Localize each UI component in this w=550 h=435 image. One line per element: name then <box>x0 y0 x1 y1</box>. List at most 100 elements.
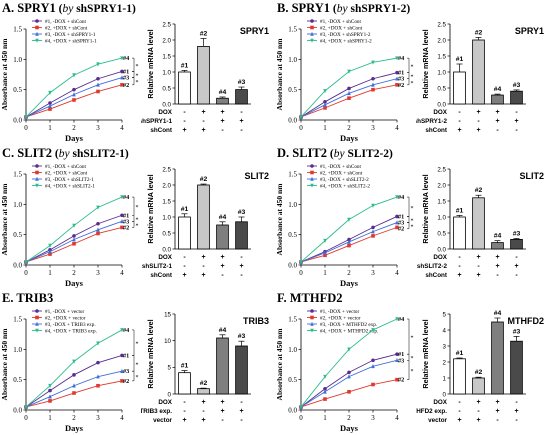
condition-row-label: shCont <box>425 272 448 279</box>
condition-cell: + <box>239 118 243 125</box>
series-4-point <box>96 341 100 346</box>
legend-label: #2, +DOX + vector <box>45 316 86 322</box>
series-1-point <box>96 360 100 365</box>
panel-gene: MTHFD2 <box>289 291 343 305</box>
panel-letter: E. <box>2 291 17 305</box>
y-tick-label: 1.0 <box>162 214 171 221</box>
series-3-point <box>347 91 351 96</box>
y-axis-label: Absorbance at 450 nm <box>275 38 284 111</box>
condition-cell: - <box>221 127 224 134</box>
bar-3 <box>216 97 229 105</box>
y-tick-label: 0.0 <box>288 117 297 125</box>
condition-cell: - <box>202 408 205 415</box>
series-3-point <box>96 374 100 379</box>
condition-cell: - <box>496 127 499 134</box>
growth-curve-chart: 0 1 2 3 4 0.0 0.5 1.0 1.5 Days Absorbance at 450 n… <box>0 309 139 433</box>
condition-cell: + <box>220 263 224 270</box>
condition-row-label: DOX <box>433 399 447 406</box>
series-4-point <box>310 38 314 43</box>
series-4-point <box>72 73 76 78</box>
y-tick-label: 1.5 <box>13 316 22 324</box>
condition-row-label: shCont <box>150 127 173 134</box>
series-end-label: #4 <box>123 327 129 334</box>
series-4-point <box>24 115 28 120</box>
bar-4 <box>510 239 523 250</box>
legend-marker <box>310 38 314 43</box>
y-tick-label: 3 <box>443 343 447 350</box>
legend-label: #1, -DOX + shCont <box>45 164 87 170</box>
series-4-point <box>48 383 52 389</box>
legend-label: #1, -DOX + vector <box>45 309 85 315</box>
series-2-point <box>347 243 351 248</box>
series-4-point <box>48 90 52 95</box>
panel-subtitle-by: by <box>58 148 70 160</box>
condition-cell: - <box>458 263 461 270</box>
y-tick-label: 5 <box>168 365 172 372</box>
condition-cell: + <box>201 254 205 261</box>
mrna-bar-chart: 0.0 0.5 1.0 1.5 2.0 2.5 SLIT2 Relative mRNA lev… <box>142 166 269 279</box>
series-end-label: #4 <box>398 55 404 62</box>
y-tick-label: 0.5 <box>288 86 297 94</box>
x-tick-label: 4 <box>120 124 124 132</box>
legend-label: #3, -DOX + shSPRY1-1 <box>45 32 96 38</box>
series-2-point <box>72 241 76 246</box>
x-axis-label: Days <box>340 423 359 433</box>
condition-cell: + <box>476 417 480 424</box>
series-4-point <box>35 38 39 43</box>
condition-cell: + <box>220 254 224 261</box>
significance-star: * <box>136 217 139 223</box>
series-4-point <box>120 195 124 200</box>
legend-label: #2, +DOX + shCont <box>320 171 363 177</box>
significance-bracket <box>132 57 135 72</box>
x-tick-label: 3 <box>371 414 375 422</box>
series-3-point <box>72 237 76 242</box>
series-2-point <box>395 83 399 87</box>
series-end-label: #3 <box>123 75 129 82</box>
series-2-point <box>310 170 314 175</box>
bar-label: #4 <box>494 86 502 93</box>
series-4-point <box>371 328 375 333</box>
legend-label: #2, +DOX + shCont <box>45 26 88 32</box>
condition-cell: - <box>477 118 480 125</box>
condition-cell: - <box>458 109 461 116</box>
series-end-label: #2 <box>398 377 404 384</box>
growth-curve-chart: 0 1 2 3 4 0.0 0.5 1.0 1.5 Days Absorbance at 450 n… <box>275 19 414 143</box>
condition-cell: - <box>515 127 518 134</box>
significance-star: * <box>136 362 139 368</box>
bar-2 <box>472 377 485 395</box>
bar-2 <box>472 197 485 250</box>
x-axis-label: Days <box>65 278 84 288</box>
series-3-point <box>323 102 327 107</box>
legend-marker <box>35 25 39 30</box>
series-2-point <box>35 315 39 320</box>
legend-label: #2, +DOX + shCont <box>320 26 363 32</box>
panel-subtitle: (by shSLIT2-1) <box>52 148 129 160</box>
series-2 <box>299 225 399 264</box>
y-tick-label: 2.5 <box>162 166 171 173</box>
bar-2 <box>472 39 485 105</box>
series-end-label: #3 <box>398 220 404 227</box>
series-2-point <box>323 253 327 258</box>
panel-subtitle-target: shSLIT2-1 <box>72 148 125 160</box>
series-3-point <box>347 374 351 379</box>
series-1-point <box>347 86 351 91</box>
significance-bracket <box>407 57 410 73</box>
legend-label: #4, +DOX + shSPRY1-2 <box>320 39 372 45</box>
y-tick-label: 1.0 <box>13 56 22 64</box>
legend-marker <box>310 176 314 181</box>
growth-curve-chart: 0 1 2 3 4 0.0 0.5 1.0 1.5 Days Absorbance at 450 n… <box>275 164 414 288</box>
x-tick-label: 4 <box>395 414 399 422</box>
y-axis-label: Relative mRNA level <box>146 319 155 388</box>
legend-marker <box>310 309 314 313</box>
y-tick-label: 15 <box>164 311 171 318</box>
bar-4 <box>235 89 248 105</box>
series-3-point <box>48 249 52 254</box>
y-tick-label: 1.5 <box>288 171 297 179</box>
panel-letter: A. <box>2 1 18 15</box>
series-4-line <box>300 196 398 263</box>
series-3-point <box>72 92 76 97</box>
legend-label: #4, +DOX + shSLIT2-1 <box>45 184 95 190</box>
condition-cell: + <box>495 254 499 261</box>
y-tick-label: 0.5 <box>13 231 22 239</box>
series-2-point <box>120 83 124 87</box>
